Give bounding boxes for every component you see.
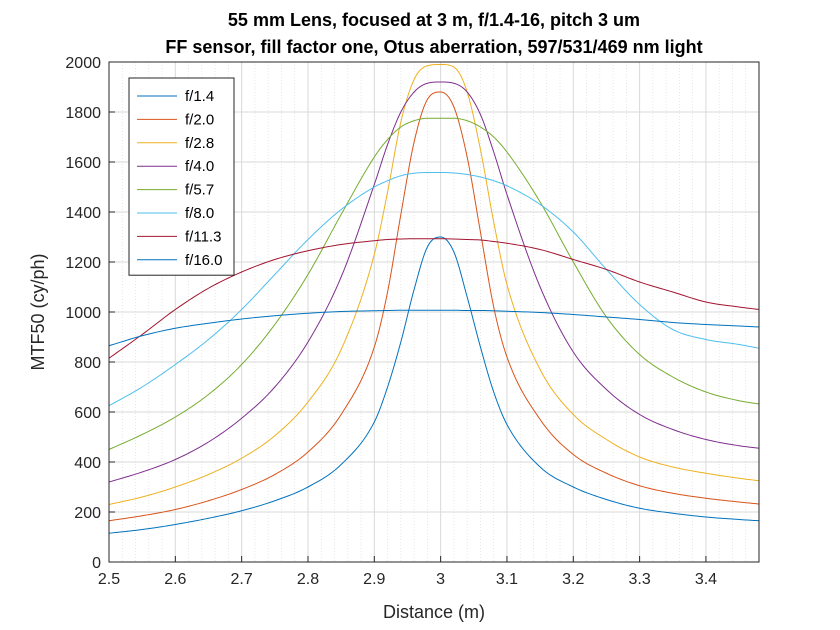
series-lines: [108, 64, 760, 534]
y-axis-label: MTF50 (cy/ph): [28, 253, 48, 370]
legend-label: f/8.0: [185, 205, 214, 222]
x-axis-label: Distance (m): [383, 602, 485, 622]
x-tick-label: 2.7: [231, 571, 253, 588]
y-tick-label: 600: [74, 405, 101, 422]
series-line-f11-3: [108, 238, 760, 359]
legend-box: [128, 77, 235, 276]
series-line-f1-4: [108, 236, 760, 534]
y-tick-label: 1400: [65, 205, 101, 222]
legend: f/1.4 f/2.0 f/2.8 f/4.0 f/5.7 f/8.0 f/11.3 f/16…: [128, 77, 235, 276]
x-tick-label: 3: [436, 571, 445, 588]
series-line-f5-7: [108, 117, 760, 450]
x-tick-label: 3.3: [628, 571, 650, 588]
y-tick-label: 2000: [65, 55, 101, 72]
y-tick-label: 200: [74, 505, 101, 522]
legend-label: f/16.0: [185, 252, 223, 269]
axis-ticks: 2.5 2.6 2.7 2.8 2.9 3 3.1 3.2 3.3 3.4 0 200 400 600 80…: [65, 55, 717, 588]
x-tick-label: 3.4: [695, 571, 717, 588]
legend-label: f/5.7: [185, 182, 214, 199]
legend-label: f/11.3: [185, 228, 221, 245]
y-tick-label: 1800: [65, 105, 101, 122]
x-tick-label: 2.9: [363, 571, 385, 588]
chart-title: 55 mm Lens, focused at 3 m, f/1.4-16, pi…: [228, 10, 640, 30]
series-line-f4-0: [108, 81, 760, 483]
x-tick-label: 2.6: [164, 571, 186, 588]
legend-label: f/2.0: [185, 111, 214, 128]
legend-label: f/1.4: [185, 88, 214, 105]
series-line-f2-8: [108, 64, 760, 505]
legend-label: f/4.0: [185, 158, 214, 175]
y-tick-label: 1000: [65, 305, 101, 322]
x-tick-label: 3.1: [496, 571, 518, 588]
series-line-f16-0: [108, 309, 760, 347]
y-tick-label: 400: [74, 455, 101, 472]
legend-label: f/2.8: [185, 135, 214, 152]
series-line-f8-0: [108, 172, 760, 407]
x-tick-label: 3.2: [562, 571, 584, 588]
x-tick-label: 2.8: [297, 571, 319, 588]
chart-subtitle: FF sensor, fill factor one, Otus aberrat…: [165, 37, 702, 57]
series-line-f2-0: [108, 91, 760, 522]
y-tick-label: 800: [74, 355, 101, 372]
y-tick-label: 1600: [65, 155, 101, 172]
y-tick-label: 1200: [65, 255, 101, 272]
x-tick-label: 2.5: [98, 571, 120, 588]
y-tick-label: 0: [92, 555, 101, 572]
